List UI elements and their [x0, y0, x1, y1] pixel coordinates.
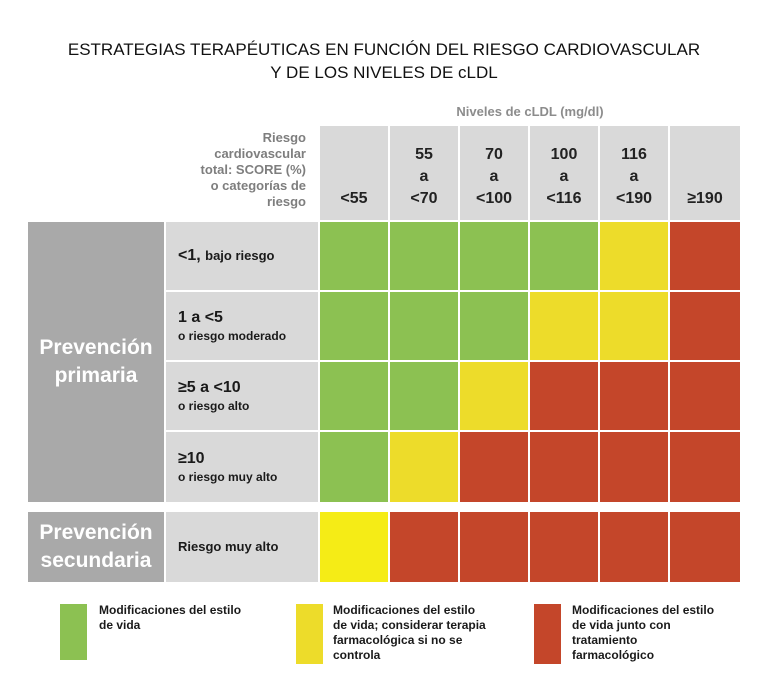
- column-header-text: <116: [546, 190, 582, 207]
- risk-header-line: Riesgo: [262, 130, 306, 145]
- grid-cell-yellow: [530, 292, 598, 360]
- risk-header-line: riesgo: [266, 194, 306, 209]
- row-label-moderate-risk: 1 a <5 o riesgo moderado: [166, 292, 318, 360]
- column-header-text: <55: [340, 190, 368, 207]
- legend-line: Modificaciones del estilo: [572, 603, 715, 617]
- row-label-main: ≥10: [178, 449, 205, 467]
- legend-line: controla: [333, 648, 381, 662]
- column-header-text: <70: [410, 190, 438, 207]
- risk-header-line: total: SCORE (%): [200, 162, 306, 177]
- title-line-1: ESTRATEGIAS TERAPÉUTICAS EN FUNCIÓN DEL …: [67, 40, 701, 59]
- grid-cell-green: [530, 222, 598, 290]
- column-header-text: a: [559, 168, 569, 185]
- row-label-sub: Riesgo muy alto: [178, 539, 279, 554]
- group-primary-prevention: Prevención primaria: [28, 222, 164, 502]
- row-label-main: ≥5 a <10: [178, 378, 241, 396]
- grid-cell-red: [670, 222, 740, 290]
- column-header-text: 70: [485, 146, 503, 163]
- column-header: 70 a <100: [460, 126, 528, 220]
- grid-cell-green: [390, 292, 458, 360]
- grid-cell-red: [390, 512, 458, 582]
- legend-line: Modificaciones del estilo: [99, 603, 242, 617]
- grid-cell-red: [670, 292, 740, 360]
- column-header-text: 100: [550, 146, 578, 163]
- legend-line: Modificaciones del estilo: [333, 603, 476, 617]
- grid-cell-yellow: [600, 292, 668, 360]
- grid-cell-red: [670, 362, 740, 430]
- column-header-text: a: [629, 168, 639, 185]
- column-header-text: 116: [621, 146, 647, 163]
- risk-header: Riesgo cardiovascular total: SCORE (%) o…: [166, 130, 318, 218]
- legend-text-green: Modificaciones del estilo de vida: [99, 603, 279, 633]
- column-header-text: <190: [615, 190, 653, 207]
- legend-line: de vida junto con: [572, 618, 671, 632]
- grid-cell-red: [600, 362, 668, 430]
- grid-cell-green: [460, 292, 528, 360]
- row-label-very-high-risk: ≥10 o riesgo muy alto: [166, 432, 318, 502]
- grid-cell-green: [320, 432, 388, 502]
- legend-swatch-red: [534, 604, 561, 664]
- group-label-line: secundaria: [40, 549, 152, 572]
- group-label-line: primaria: [54, 364, 138, 387]
- grid-cell-red: [670, 432, 740, 502]
- row-label-low-risk: <1, bajo riesgo: [166, 222, 318, 290]
- risk-header-line: o categorías de: [210, 178, 306, 193]
- grid-cell-brightyellow: [320, 512, 388, 582]
- grid-cell-red: [670, 512, 740, 582]
- legend-line: tratamiento: [572, 633, 638, 647]
- row-label-sub: o riesgo moderado: [178, 328, 287, 343]
- row-label-high-risk: ≥5 a <10 o riesgo alto: [166, 362, 318, 430]
- grid-cell-green: [320, 292, 388, 360]
- grid-cell-red: [530, 362, 598, 430]
- column-header-text: a: [489, 168, 499, 185]
- grid-cell-red: [530, 512, 598, 582]
- group-label-line: Prevención: [39, 336, 153, 359]
- column-header-text: ≥190: [687, 190, 723, 207]
- grid-cell-yellow: [390, 432, 458, 502]
- legend-line: de vida; considerar terapia: [333, 618, 486, 632]
- legend-line: de vida: [99, 618, 141, 632]
- column-header: <55: [320, 126, 388, 220]
- grid-cell-green: [390, 362, 458, 430]
- grid-cell-red: [460, 512, 528, 582]
- row-label-sub: bajo riesgo: [205, 248, 275, 263]
- grid-cell-yellow: [600, 222, 668, 290]
- row-label-main: <1,: [178, 247, 201, 264]
- row-label-sub: o riesgo muy alto: [178, 469, 278, 484]
- legend-text-yellow: Modificaciones del estilo de vida; consi…: [333, 603, 533, 663]
- grid-cell-red: [600, 432, 668, 502]
- column-header: 100 a <116: [530, 126, 598, 220]
- column-header: ≥190: [670, 126, 740, 220]
- title-line-2: Y DE LOS NIVELES DE cLDL: [270, 63, 498, 82]
- ldl-header: Niveles de cLDL (mg/dl): [456, 104, 604, 119]
- chart-title: ESTRATEGIAS TERAPÉUTICAS EN FUNCIÓN DEL …: [0, 38, 768, 84]
- risk-header-line: cardiovascular: [214, 146, 306, 161]
- grid-cell-green: [390, 222, 458, 290]
- legend-text-red: Modificaciones del estilo de vida junto …: [572, 603, 762, 663]
- column-header-text: <100: [475, 190, 513, 207]
- grid-cell-green: [320, 362, 388, 430]
- grid-cell-yellow: [460, 362, 528, 430]
- group-label-line: Prevención: [39, 521, 153, 544]
- grid-cell-red: [600, 512, 668, 582]
- grid-cell-red: [530, 432, 598, 502]
- legend-line: farmacológica si no se: [333, 633, 463, 647]
- legend-swatch-green: [60, 604, 87, 660]
- column-header: 116 a <190: [600, 126, 668, 220]
- column-header-text: 55: [415, 146, 433, 163]
- group-secondary-prevention: Prevención secundaria: [28, 512, 164, 582]
- grid-cell-green: [320, 222, 388, 290]
- row-label-main: 1 a <5: [178, 308, 223, 326]
- legend-swatch-yellow: [296, 604, 323, 664]
- grid-cell-green: [460, 222, 528, 290]
- grid-cell-red: [460, 432, 528, 502]
- row-label-secondary-very-high-risk: Riesgo muy alto: [166, 512, 318, 582]
- legend-line: farmacológico: [572, 648, 655, 662]
- column-header-text: a: [419, 168, 429, 185]
- row-label-sub: o riesgo alto: [178, 398, 250, 413]
- column-header: 55 a <70: [390, 126, 458, 220]
